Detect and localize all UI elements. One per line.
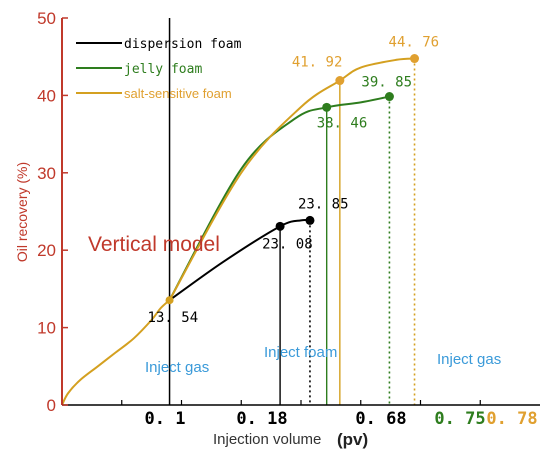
x-axis-unit: (pv) [337,430,368,449]
series-line [168,95,390,301]
x-tick-label: 0. 78 [486,409,537,429]
x-tick-label: 0. 68 [355,409,406,429]
legend: dispersion foam jelly foam salt-sensitive … [76,37,242,101]
model-label: Vertical model [88,233,220,256]
data-point-label: 23. 85 [298,196,349,212]
y-tick-label: 40 [37,86,56,105]
y-tick-label: 50 [37,9,56,28]
y-tick-label: 30 [37,164,56,183]
x-tick-label: 0. 18 [236,409,287,429]
y-axis-label: Oil recovery (%) [14,162,30,262]
legend-label: dispersion foam [124,37,242,52]
junction-point-label: 13. 54 [148,310,199,326]
junction-point [165,296,174,305]
x-tick-label: 0. 1 [145,409,186,429]
data-point-label: 39. 85 [361,75,412,91]
x-tick-label: 0. 75 [434,409,485,429]
phase-label-2: Inject foam [264,344,337,361]
data-point-marks: 13. 54 23. 08 23. 85 38. 46 39. 85 41. 92 44. … [148,35,440,327]
phase-label-1: Inject gas [145,359,209,376]
reference-lines [168,18,416,405]
legend-label: salt-sensitive foam [124,86,232,101]
legend-label: jelly foam [124,62,202,77]
phase-label-3: Inject gas [437,351,501,368]
series-curves [61,57,415,406]
data-point [410,54,420,64]
data-point-label: 44. 76 [389,35,440,51]
x-axis-label: Injection volume [213,431,321,448]
data-point-label: 38. 46 [317,115,368,131]
y-tick-label: 0 [47,396,56,415]
y-tick-label: 20 [37,241,56,260]
y-tick-label: 10 [37,319,56,338]
data-point [335,76,345,86]
series-line [168,57,415,301]
data-point-label: 23. 08 [262,236,313,252]
data-point [305,215,315,225]
data-point [384,92,394,102]
data-point-label: 41. 92 [292,55,343,71]
data-point [322,102,332,112]
chart-labels: Oil recovery (%) Injection volume (pv) V… [14,162,538,449]
axes: 0 10 20 30 40 50 [37,9,540,415]
series-line-shared [61,299,171,406]
data-point [275,221,285,231]
